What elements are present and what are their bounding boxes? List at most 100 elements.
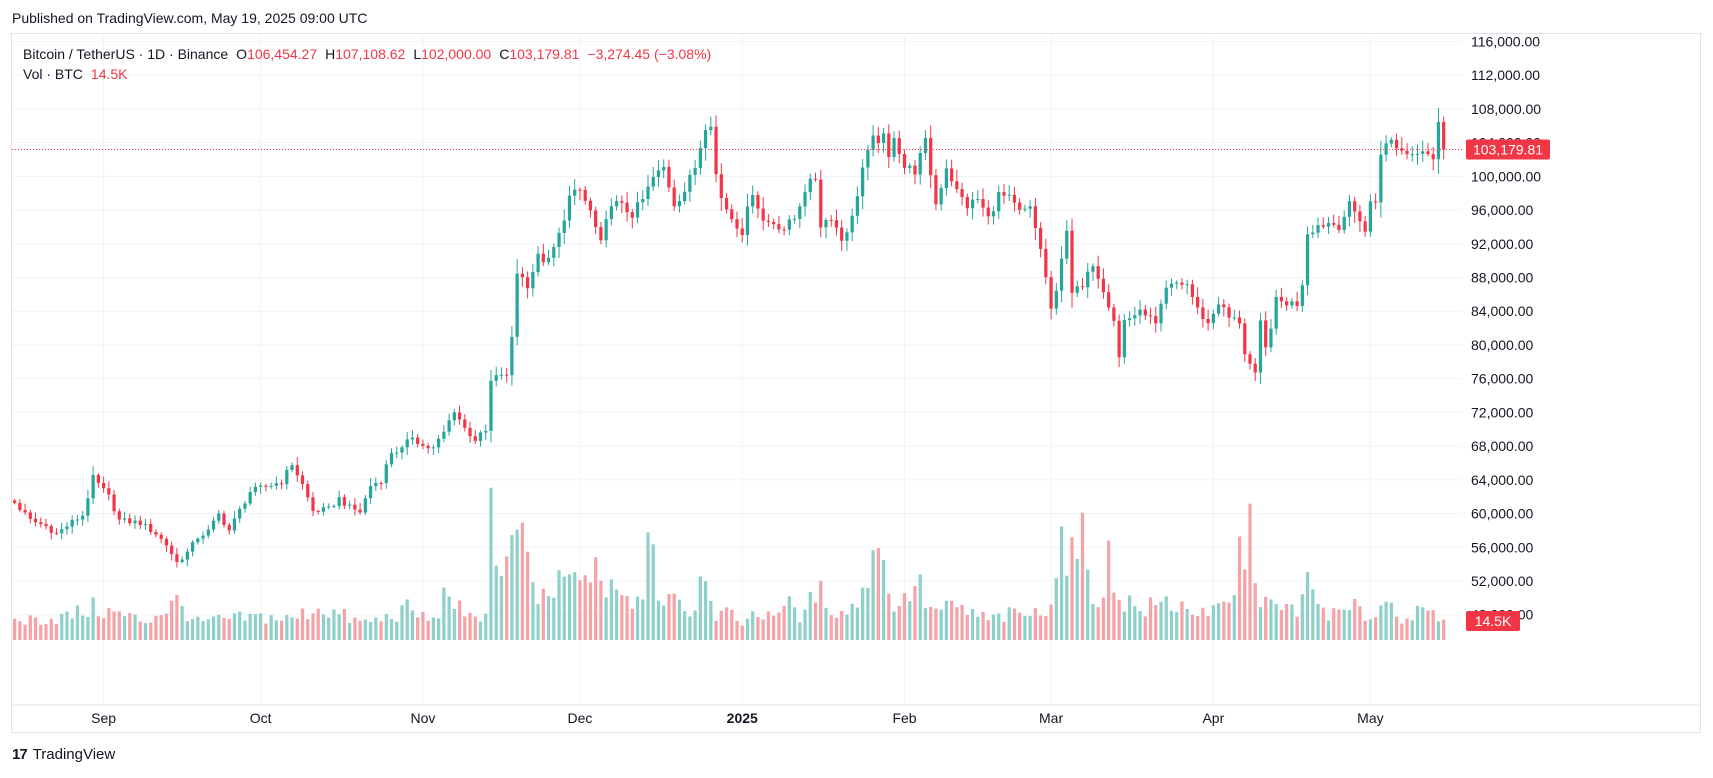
volume-bar xyxy=(515,529,519,640)
legend-close-label: C xyxy=(499,46,510,62)
candle-body xyxy=(1122,320,1126,358)
volume-bar xyxy=(761,619,765,640)
candle-body xyxy=(112,494,116,512)
candle-body xyxy=(1206,319,1210,324)
chart-frame[interactable] xyxy=(11,33,1701,733)
candle-body xyxy=(295,465,299,476)
candle-body xyxy=(180,559,184,563)
volume-bar xyxy=(170,600,174,640)
volume-bar xyxy=(1363,620,1367,640)
overlay-layer: 103,179.81 14.5K xyxy=(12,139,1550,631)
candle-body xyxy=(143,524,148,526)
volume-bar xyxy=(735,620,739,640)
candle-body xyxy=(54,532,59,534)
volume-bar xyxy=(949,600,954,640)
candle-body xyxy=(222,513,226,525)
candle-body xyxy=(813,178,818,180)
candle-body xyxy=(829,219,833,221)
price-tick-label: 76,000.00 xyxy=(1471,371,1533,387)
price-tick-label: 60,000.00 xyxy=(1471,506,1533,522)
candle-body xyxy=(463,419,467,428)
volume-bar xyxy=(1295,616,1299,640)
price-tick-label: 84,000.00 xyxy=(1471,303,1533,319)
candle-body xyxy=(1196,296,1200,308)
candle-body xyxy=(751,194,755,207)
volume-bar xyxy=(1169,610,1174,640)
candle-body xyxy=(1096,266,1100,279)
volume-bar xyxy=(531,582,535,640)
volume-bar xyxy=(1096,607,1100,640)
volume-bar xyxy=(656,600,661,640)
published-caption: Published on TradingView.com, May 19, 20… xyxy=(12,10,368,26)
volume-bar xyxy=(358,620,362,640)
volume-bar xyxy=(766,611,771,640)
candle-body xyxy=(1405,150,1409,155)
volume-bar xyxy=(1421,607,1425,640)
candle-body xyxy=(1049,277,1053,309)
candle-body xyxy=(12,500,17,503)
volume-bar xyxy=(227,618,231,640)
volume-bar xyxy=(1342,609,1346,640)
volume-bar xyxy=(1285,603,1289,640)
candle-body xyxy=(358,509,362,513)
candle-body xyxy=(348,504,352,506)
volume-bar xyxy=(60,613,64,640)
volume-bar xyxy=(573,572,577,640)
legend-volume-label[interactable]: Vol · BTC xyxy=(23,66,83,82)
volume-bar xyxy=(1279,609,1284,640)
volume-bar xyxy=(426,620,430,640)
candle-body xyxy=(515,273,519,337)
volume-bar xyxy=(1222,601,1226,640)
volume-bar xyxy=(149,622,153,640)
volume-bar xyxy=(908,601,912,640)
volume-bar xyxy=(1028,615,1032,640)
volume-bar xyxy=(49,618,53,640)
volume-bar xyxy=(667,594,671,640)
legend-volume: 14.5K xyxy=(90,66,128,82)
volume-bar xyxy=(1002,621,1006,640)
candle-body xyxy=(965,197,969,209)
candle-body xyxy=(918,152,922,175)
candle-body xyxy=(321,507,326,512)
volume-bar xyxy=(65,611,69,640)
volume-bar xyxy=(1243,569,1247,640)
candle-body xyxy=(923,138,928,153)
volume-bar xyxy=(1258,607,1263,640)
candle-body xyxy=(792,218,797,220)
candle-body xyxy=(709,126,713,131)
candle-body xyxy=(986,207,990,217)
candle-body xyxy=(395,452,399,454)
volume-bar xyxy=(693,610,697,640)
candle-body xyxy=(609,206,613,220)
candle-body xyxy=(897,138,901,154)
candle-body xyxy=(1216,304,1221,314)
candle-body xyxy=(1086,271,1090,288)
price-tick-label: 68,000.00 xyxy=(1471,438,1533,454)
volume-bar xyxy=(892,611,896,640)
volume-bar xyxy=(955,607,959,640)
volume-bar xyxy=(510,535,514,640)
candle-body xyxy=(1389,139,1393,144)
volume-bar xyxy=(54,624,59,640)
candle-body xyxy=(227,524,231,531)
volume-bar xyxy=(421,611,425,640)
volume-bar xyxy=(1080,512,1085,640)
candle-body xyxy=(1012,194,1017,203)
candle-body xyxy=(1353,201,1357,212)
candle-body xyxy=(1421,151,1425,154)
candle-body xyxy=(1426,151,1430,155)
volume-bar xyxy=(395,621,399,640)
volume-bar xyxy=(1374,617,1378,640)
brand[interactable]: 17 TradingView xyxy=(12,746,115,763)
legend-symbol[interactable]: Bitcoin / TetherUS · 1D · Binance xyxy=(23,46,229,62)
volume-bar xyxy=(44,624,48,640)
candle-body xyxy=(683,191,687,202)
candle-body xyxy=(672,187,676,207)
volume-bar xyxy=(986,620,990,640)
volume-bar xyxy=(300,608,305,640)
candle-body xyxy=(1337,224,1341,230)
candle-body xyxy=(578,189,582,191)
candle-body xyxy=(782,229,786,231)
candle-body xyxy=(1232,317,1236,319)
